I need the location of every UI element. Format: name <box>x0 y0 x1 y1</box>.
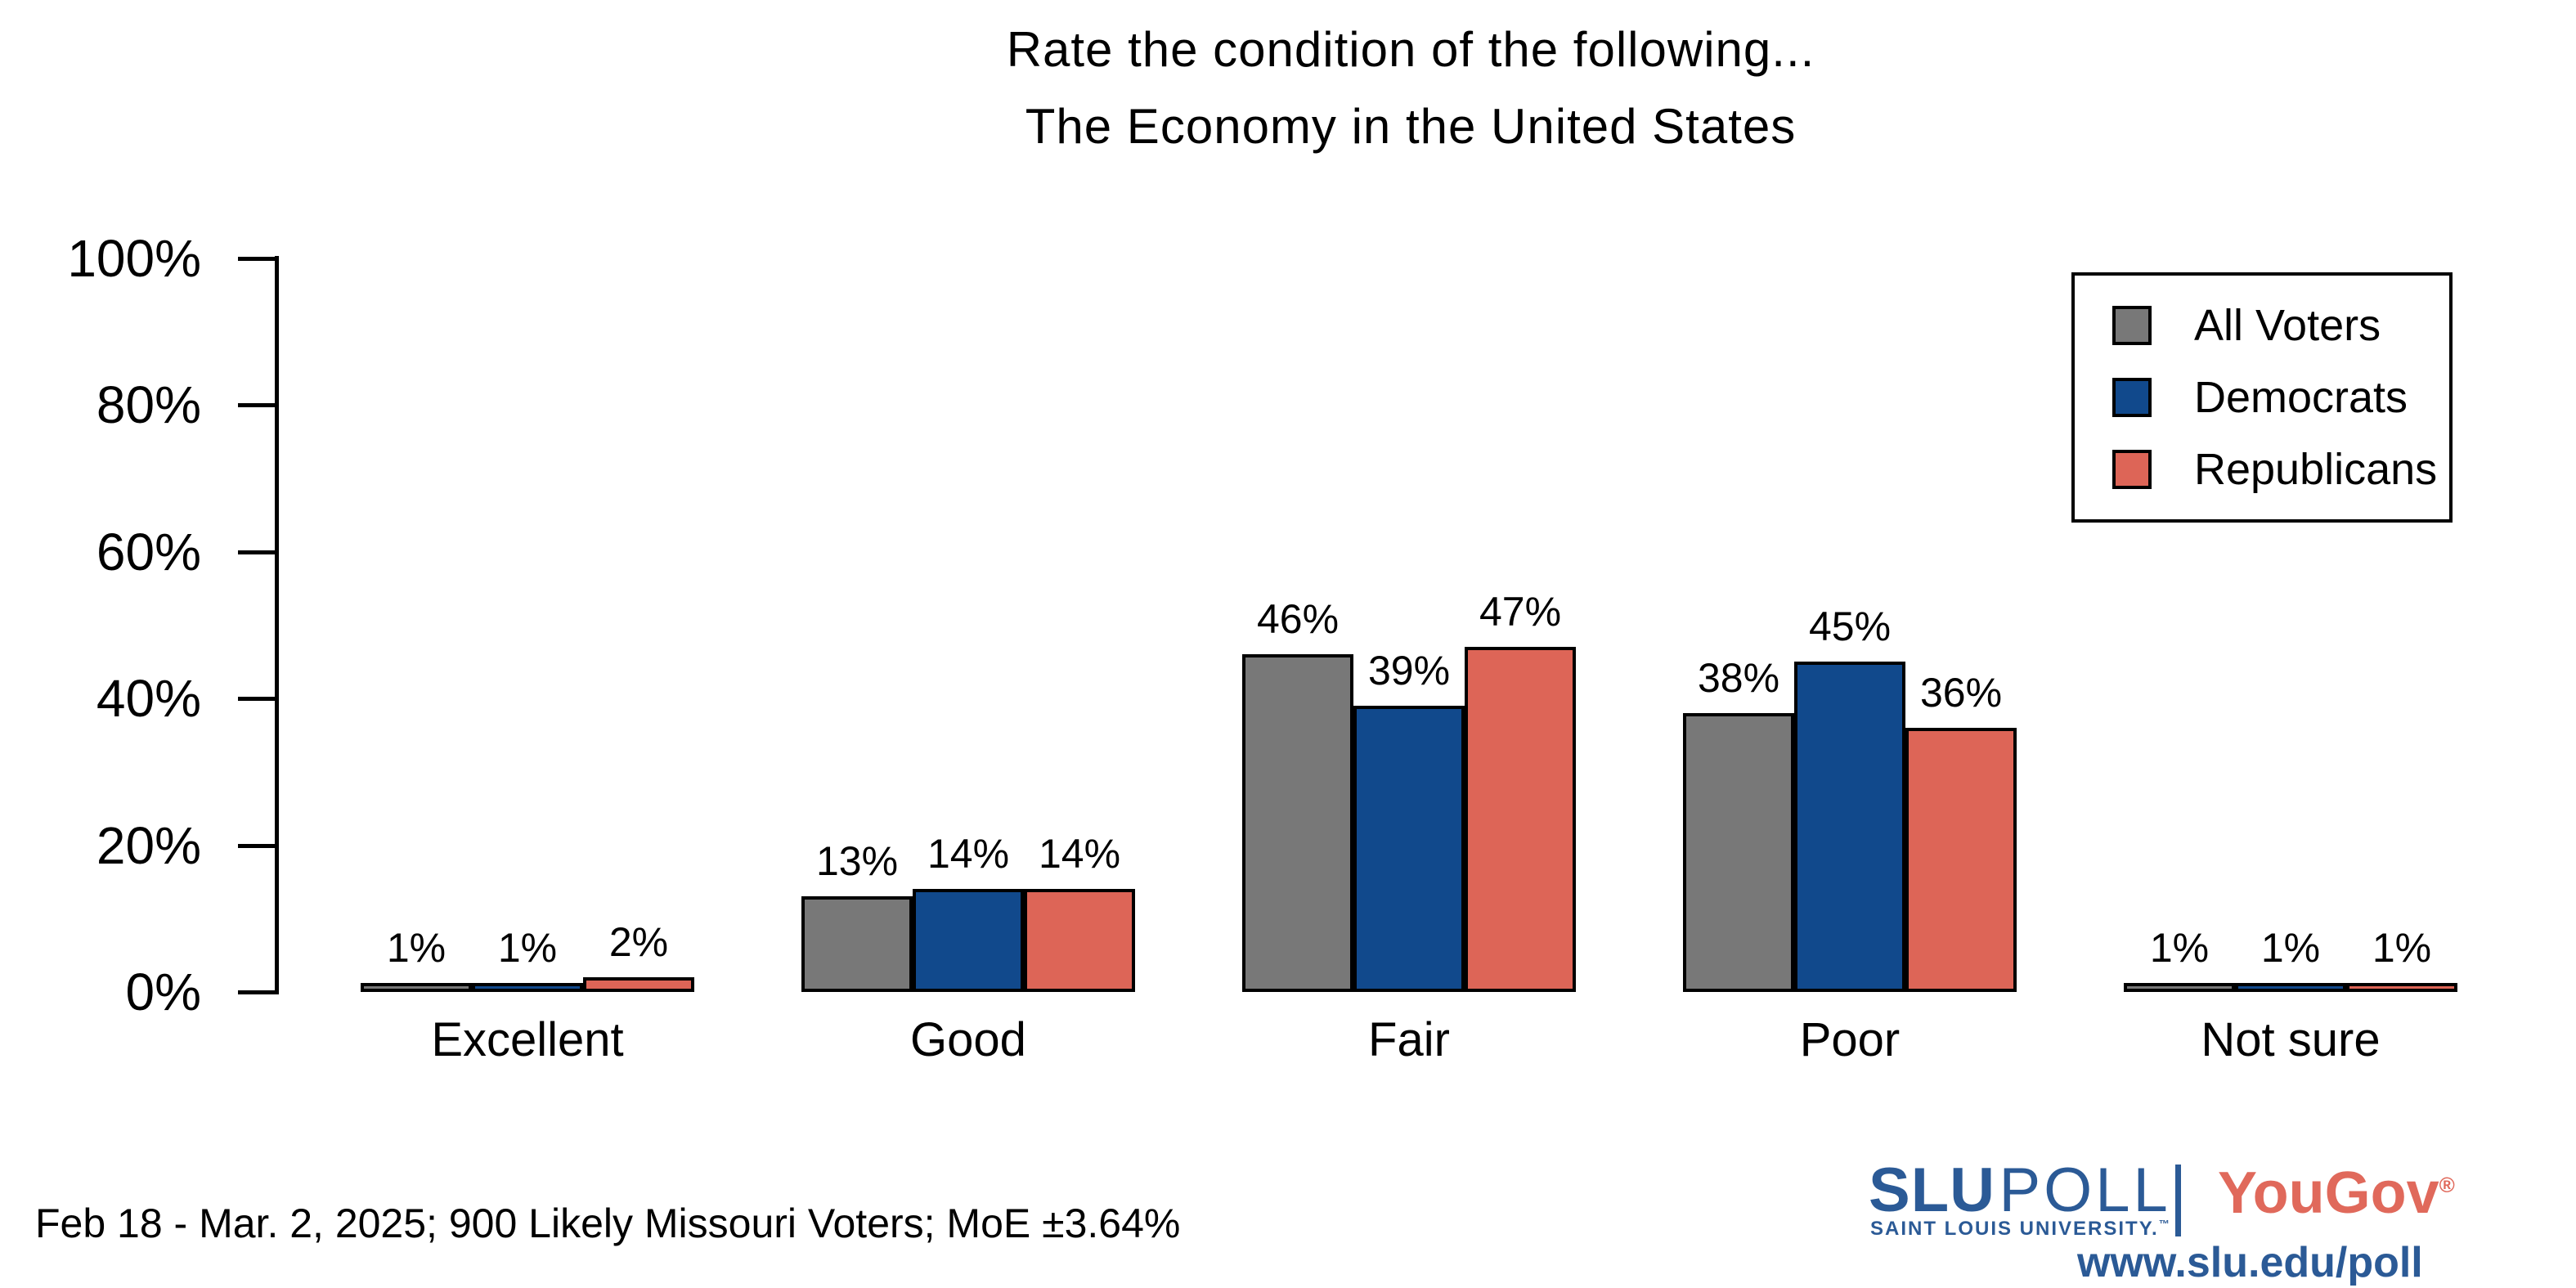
slu-poll-logo: SLU POLL <box>1869 1155 2171 1226</box>
y-tick-0 <box>238 990 275 994</box>
logo-divider-bar <box>2175 1165 2181 1236</box>
legend: All Voters Democrats Republicans <box>2071 272 2453 523</box>
legend-swatch-republicans <box>2112 450 2152 489</box>
y-tick-label-20: 20% <box>96 815 201 875</box>
legend-label-all-voters: All Voters <box>2194 301 2381 350</box>
y-tick-20 <box>238 843 275 848</box>
y-axis-spine <box>275 256 279 994</box>
bar-all-voters-fair <box>1242 654 1353 992</box>
bar-democrats-poor <box>1794 662 1905 992</box>
y-tick-100 <box>238 257 275 261</box>
value-label-republicans-poor: 36% <box>1919 670 2003 716</box>
slu-university-text: SAINT LOUIS UNIVERSITY.™ <box>1870 1218 2171 1240</box>
value-label-all-voters-excellent: 1% <box>386 925 447 971</box>
category-label-fair: Fair <box>1368 1013 1450 1066</box>
value-label-democrats-good: 14% <box>927 831 1010 877</box>
bar-all-voters-poor <box>1683 713 1794 992</box>
value-label-democrats-not-sure: 1% <box>2260 925 2321 971</box>
legend-item-republicans: Republicans <box>2112 444 2449 495</box>
slu-logo-text: SLU <box>1869 1156 1995 1225</box>
legend-swatch-all-voters <box>2112 306 2152 345</box>
bar-democrats-not-sure <box>2235 983 2346 992</box>
y-tick-label-80: 80% <box>96 375 201 435</box>
bar-all-voters-excellent <box>361 983 472 992</box>
y-tick-label-100: 100% <box>67 229 201 288</box>
value-label-republicans-not-sure: 1% <box>2372 925 2432 971</box>
y-tick-40 <box>238 697 275 702</box>
bar-democrats-excellent <box>472 983 583 992</box>
value-label-all-voters-fair: 46% <box>1256 596 1340 642</box>
y-tick-60 <box>238 550 275 554</box>
y-tick-80 <box>238 403 275 408</box>
bar-democrats-good <box>913 889 1024 992</box>
slu-poll-url: www.slu.edu/poll <box>2077 1239 2423 1286</box>
y-tick-label-40: 40% <box>96 669 201 729</box>
bar-all-voters-not-sure <box>2124 983 2235 992</box>
legend-label-democrats: Democrats <box>2194 373 2408 422</box>
chart-title: Rate the condition of the following... T… <box>245 11 2576 165</box>
value-label-democrats-excellent: 1% <box>497 925 558 971</box>
value-label-republicans-good: 14% <box>1038 831 1121 877</box>
category-label-good: Good <box>910 1013 1026 1066</box>
bar-republicans-not-sure <box>2346 983 2457 992</box>
methodology-note: Feb 18 - Mar. 2, 2025; 900 Likely Missou… <box>35 1200 1181 1246</box>
yougov-logo: YouGov® <box>2218 1160 2455 1226</box>
category-label-not-sure: Not sure <box>2201 1013 2381 1066</box>
poll-logo-text: POLL <box>1999 1156 2171 1225</box>
value-label-all-voters-not-sure: 1% <box>2149 925 2210 971</box>
value-label-republicans-fair: 47% <box>1479 589 1562 635</box>
chart-title-line-1: Rate the condition of the following... <box>1006 22 1815 77</box>
bar-republicans-fair <box>1465 647 1576 992</box>
value-label-all-voters-good: 13% <box>815 838 899 884</box>
y-tick-label-60: 60% <box>96 522 201 581</box>
legend-item-all-voters: All Voters <box>2112 300 2449 351</box>
value-label-democrats-fair: 39% <box>1367 648 1451 693</box>
value-label-all-voters-poor: 38% <box>1697 655 1780 701</box>
legend-item-democrats: Democrats <box>2112 372 2449 423</box>
value-label-republicans-excellent: 2% <box>608 919 669 965</box>
registered-symbol: ® <box>2439 1173 2455 1197</box>
trademark-symbol: ™ <box>2158 1218 2171 1230</box>
bar-republicans-poor <box>1905 728 2017 992</box>
legend-label-republicans: Republicans <box>2194 445 2438 494</box>
bar-republicans-excellent <box>583 977 694 992</box>
chart-title-line-2: The Economy in the United States <box>1025 99 1797 154</box>
bar-republicans-good <box>1024 889 1135 992</box>
category-label-excellent: Excellent <box>431 1013 624 1066</box>
legend-swatch-democrats <box>2112 378 2152 417</box>
y-tick-label-0: 0% <box>125 963 202 1021</box>
bar-democrats-fair <box>1353 706 1465 992</box>
category-label-poor: Poor <box>1799 1013 1901 1066</box>
value-label-democrats-poor: 45% <box>1808 604 1892 649</box>
bar-all-voters-good <box>801 896 913 992</box>
